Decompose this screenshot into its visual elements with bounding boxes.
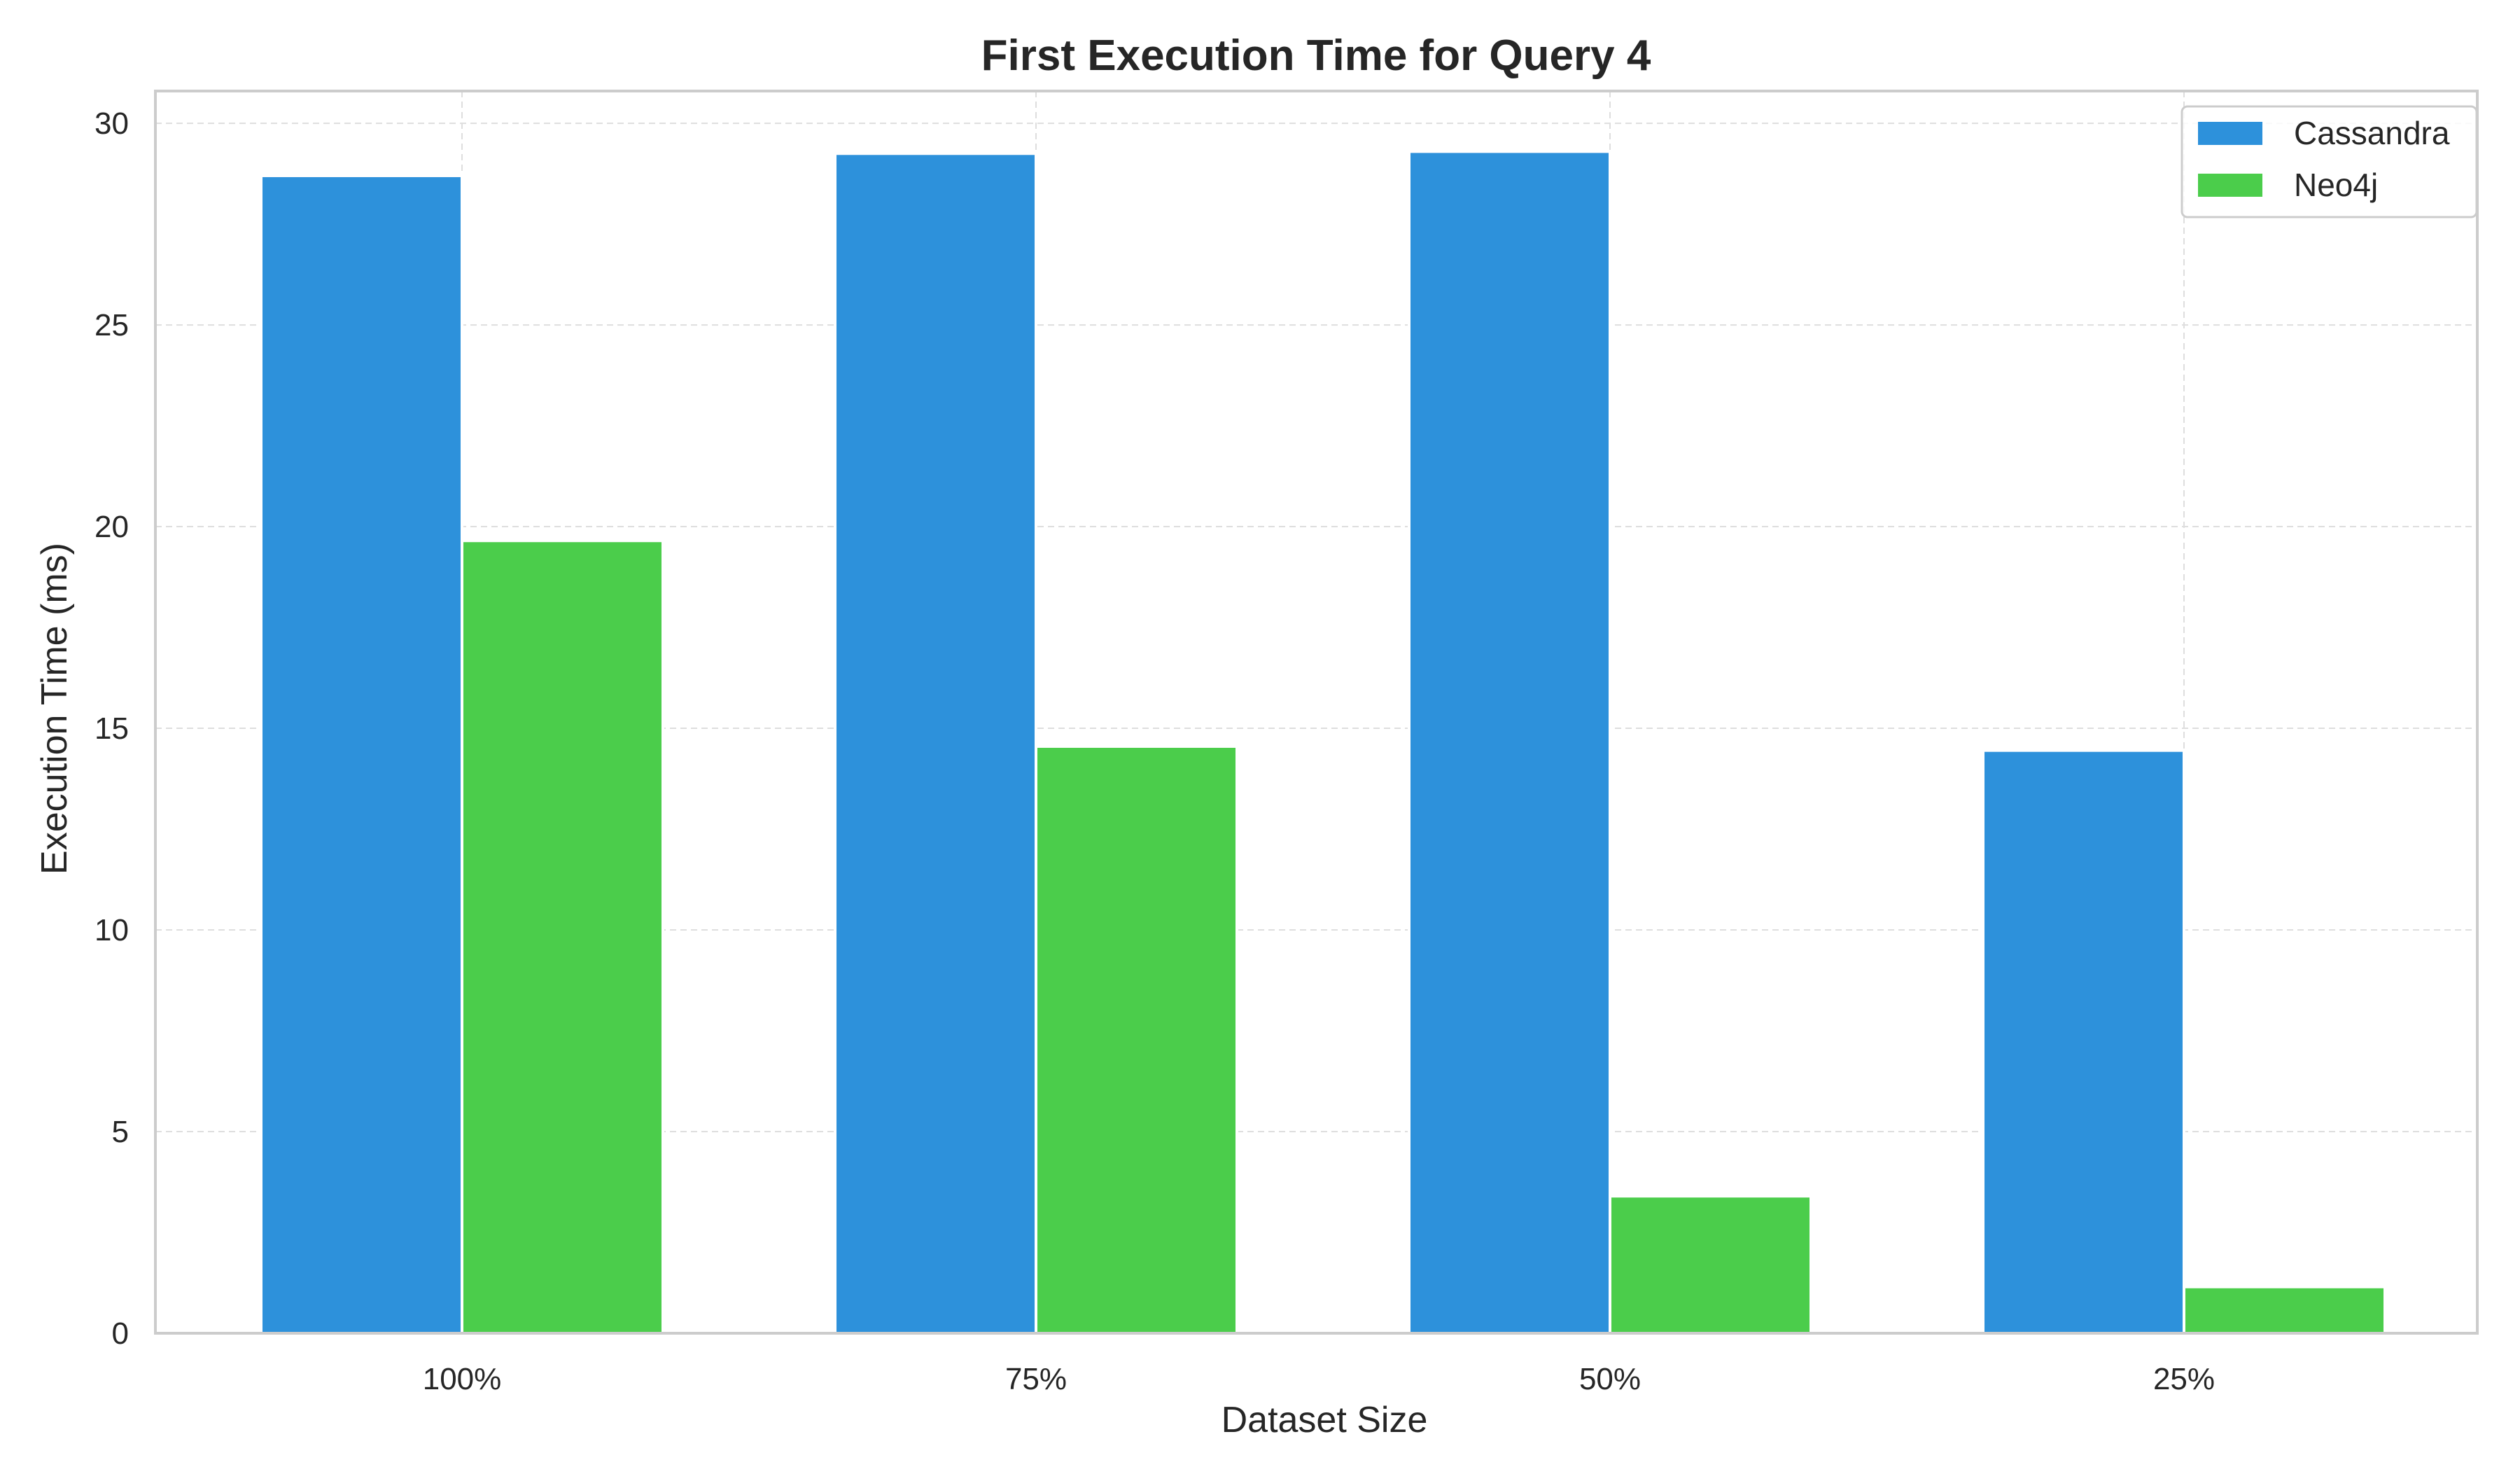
x-tick-label: 100% bbox=[423, 1362, 502, 1396]
bar-cassandra-50pct bbox=[1408, 150, 1611, 1335]
bars-layer bbox=[260, 150, 2386, 1335]
bar-cassandra-100pct bbox=[260, 174, 463, 1335]
bar-cassandra-25pct bbox=[1982, 749, 2185, 1335]
bar-neo4j-100pct bbox=[461, 539, 664, 1335]
chart-title: First Execution Time for Query 4 bbox=[981, 32, 1651, 80]
x-tick-label: 50% bbox=[1579, 1362, 1641, 1396]
bar-cassandra-75pct bbox=[834, 152, 1037, 1335]
x-tick-label: 75% bbox=[1005, 1362, 1067, 1396]
y-tick-label: 30 bbox=[94, 106, 129, 141]
ticks-layer: 0 5 10 15 20 25 30 100% 75% 50% 25% bbox=[94, 106, 2215, 1396]
y-tick-label: 20 bbox=[94, 510, 129, 544]
legend-swatch-cassandra bbox=[2198, 122, 2262, 145]
legend-label-neo4j: Neo4j bbox=[2294, 167, 2378, 203]
bar-neo4j-50pct bbox=[1609, 1195, 1812, 1335]
y-tick-label: 0 bbox=[112, 1316, 129, 1351]
y-tick-label: 5 bbox=[112, 1115, 129, 1149]
legend-swatch-neo4j bbox=[2198, 174, 2262, 197]
y-tick-label: 25 bbox=[94, 308, 129, 342]
bar-neo4j-75pct bbox=[1035, 744, 1238, 1335]
y-axis-label: Execution Time (ms) bbox=[34, 543, 75, 875]
legend: Cassandra Neo4j bbox=[2180, 105, 2478, 218]
bar-neo4j-25pct bbox=[2183, 1285, 2386, 1335]
x-axis-label: Dataset Size bbox=[1222, 1400, 1428, 1440]
y-tick-label: 10 bbox=[94, 913, 129, 947]
x-tick-label: 25% bbox=[2153, 1362, 2215, 1396]
legend-label-cassandra: Cassandra bbox=[2294, 115, 2450, 151]
y-tick-label: 15 bbox=[94, 711, 129, 746]
plot-frame bbox=[154, 90, 2479, 1335]
